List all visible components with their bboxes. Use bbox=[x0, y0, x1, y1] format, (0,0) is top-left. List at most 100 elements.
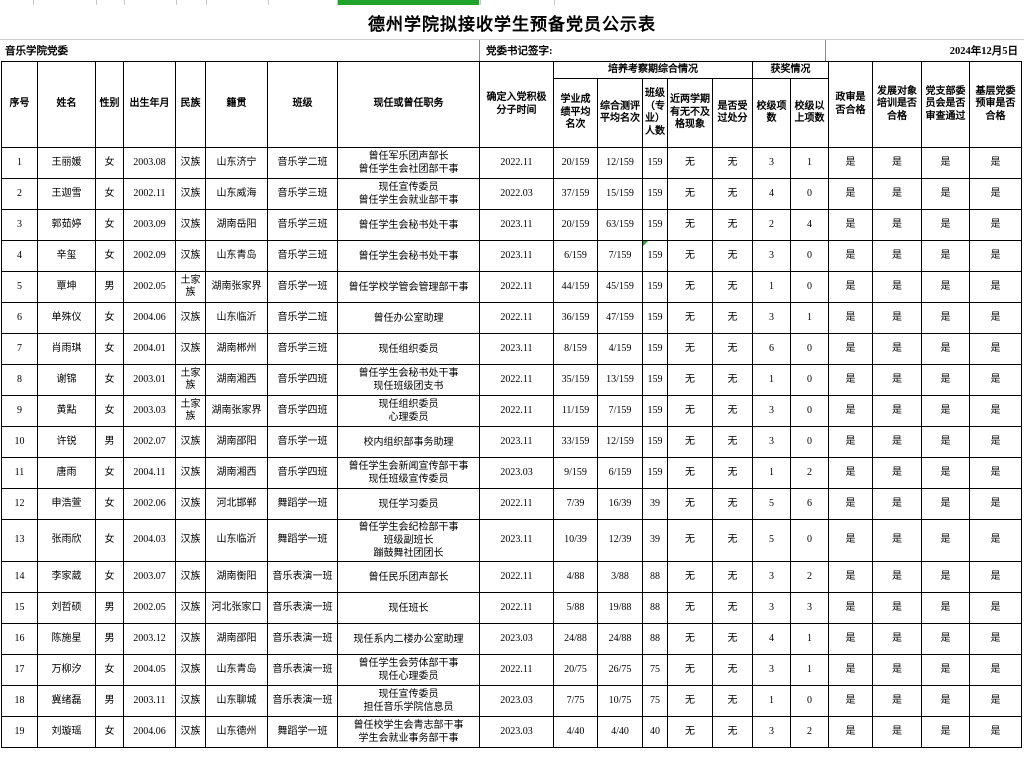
cell-ethnic: 汉族 bbox=[175, 561, 206, 593]
sub-column-header: 近两学期有无不及格现象 bbox=[667, 78, 713, 148]
table-row: 13 张雨欣女 2004.03 汉族 山东临沂 舞蹈学一班 曾任学生会纪检部干事 班级副班长蹦… bbox=[1, 519, 1022, 562]
cell-discipline: 无 bbox=[712, 561, 753, 593]
cell-gender: 女 bbox=[95, 395, 124, 427]
cell-training: 是 bbox=[872, 519, 922, 562]
cell-size: 159 bbox=[642, 240, 668, 272]
cell-discipline: 无 bbox=[712, 592, 753, 624]
page-title: 德州学院拟接收学生预备党员公示表 bbox=[368, 15, 656, 34]
cell-ethnic: 汉族 bbox=[175, 519, 206, 562]
cell-discipline: 无 bbox=[712, 519, 753, 562]
cell-no: 14 bbox=[1, 561, 38, 593]
cell-position: 现任班长 bbox=[337, 592, 480, 624]
cell-training: 是 bbox=[872, 395, 922, 427]
cell-no: 19 bbox=[1, 716, 38, 748]
cell-awards_school: 4 bbox=[752, 178, 791, 210]
cell-fail: 无 bbox=[667, 685, 713, 717]
cell-pretrial: 是 bbox=[969, 178, 1022, 210]
cell-discipline: 无 bbox=[712, 240, 753, 272]
cell-academic: 11/159 bbox=[553, 395, 598, 427]
column-header: 班级 bbox=[267, 61, 338, 148]
cell-name: 唐雨 bbox=[37, 457, 96, 489]
cell-confirm: 2022.11 bbox=[479, 561, 554, 593]
cell-discipline: 无 bbox=[712, 333, 753, 365]
cell-name: 许锐 bbox=[37, 426, 96, 458]
position-line: 现任宣传委员 bbox=[378, 182, 439, 193]
cell-branch: 是 bbox=[921, 685, 970, 717]
cell-awards_school: 2 bbox=[752, 209, 791, 241]
cell-ethnic: 汉族 bbox=[175, 488, 206, 520]
cell-birth: 2004.01 bbox=[123, 333, 176, 365]
cell-political: 是 bbox=[828, 395, 873, 427]
cell-gender: 女 bbox=[95, 488, 124, 520]
cell-origin: 湖南郴州 bbox=[205, 333, 268, 365]
group-header-awards: 获奖情况 bbox=[752, 61, 829, 79]
position-line: 曾任学生会纪检部干事 bbox=[358, 522, 459, 533]
cell-pretrial: 是 bbox=[969, 592, 1022, 624]
cell-name: 单殊仪 bbox=[37, 302, 96, 334]
cell-pretrial: 是 bbox=[969, 333, 1022, 365]
cell-political: 是 bbox=[828, 457, 873, 489]
org-label: 音乐学院党委 bbox=[5, 46, 68, 57]
cell-clazz: 音乐学一班 bbox=[267, 426, 338, 458]
cell-clazz: 音乐学四班 bbox=[267, 364, 338, 396]
table-row: 17 万柳汐女 2004.05 汉族 山东青岛 音乐表演一班 曾任学生会劳体部干事 现任心理委… bbox=[1, 654, 1022, 686]
cell-branch: 是 bbox=[921, 488, 970, 520]
cell-ethnic: 汉族 bbox=[175, 240, 206, 272]
cell-awards_school: 3 bbox=[752, 561, 791, 593]
cell-comprehensive: 3/88 bbox=[597, 561, 643, 593]
table-row: 12 申浩萱女 2002.06 汉族 河北邯郸 舞蹈学一班 现任学习委员 2022.11 7/3… bbox=[1, 488, 1022, 520]
cell-political: 是 bbox=[828, 364, 873, 396]
cell-ethnic: 汉族 bbox=[175, 178, 206, 210]
cell-training: 是 bbox=[872, 147, 922, 179]
cell-awards_school: 1 bbox=[752, 271, 791, 303]
cell-fail: 无 bbox=[667, 488, 713, 520]
cell-size: 159 bbox=[642, 302, 668, 334]
cell-gender: 男 bbox=[95, 271, 124, 303]
cell-branch: 是 bbox=[921, 271, 970, 303]
cell-no: 4 bbox=[1, 240, 38, 272]
cell-discipline: 无 bbox=[712, 654, 753, 686]
roster-table: 序号 姓名 性别 出生年月 民族 籍贯 班级 现任或曾任职务 确定入党积极分子时间 培养考察期综合… bbox=[1, 61, 1022, 748]
cell-awards_school: 3 bbox=[752, 395, 791, 427]
cell-size: 39 bbox=[642, 519, 668, 562]
cell-position: 曾任学生会秘书处干事 bbox=[337, 209, 480, 241]
cell-discipline: 无 bbox=[712, 178, 753, 210]
cell-no: 12 bbox=[1, 488, 38, 520]
cell-clazz: 音乐学三班 bbox=[267, 333, 338, 365]
position-line: 现任心理委员 bbox=[378, 671, 439, 682]
cell-discipline: 无 bbox=[712, 623, 753, 655]
table-row: 15 刘哲硕男 2002.05 汉族 河北张家口 音乐表演一班 现任班长 2022.11 5/8… bbox=[1, 592, 1022, 624]
cell-fail: 无 bbox=[667, 364, 713, 396]
cell-birth: 2003.07 bbox=[123, 561, 176, 593]
position-line: 曾任学生会新闻宣传部干事 bbox=[348, 461, 469, 472]
cell-political: 是 bbox=[828, 147, 873, 179]
cell-fail: 无 bbox=[667, 623, 713, 655]
cell-awards_school: 6 bbox=[752, 333, 791, 365]
cell-birth: 2002.11 bbox=[123, 178, 176, 210]
cell-confirm: 2022.11 bbox=[479, 654, 554, 686]
cell-branch: 是 bbox=[921, 716, 970, 748]
cell-confirm: 2023.03 bbox=[479, 457, 554, 489]
cell-gender: 男 bbox=[95, 623, 124, 655]
cell-position: 曾任军乐团声部长 曾任学生会社团部干事 bbox=[337, 147, 480, 179]
cell-academic: 20/159 bbox=[553, 209, 598, 241]
cell-clazz: 音乐学二班 bbox=[267, 302, 338, 334]
cell-confirm: 2022.11 bbox=[479, 271, 554, 303]
cell-comprehensive: 24/88 bbox=[597, 623, 643, 655]
cell-awards_above: 1 bbox=[790, 623, 829, 655]
cell-origin: 湖南岳阳 bbox=[205, 209, 268, 241]
cell-confirm: 2023.03 bbox=[479, 685, 554, 717]
table-row: 6 单殊仪女 2004.06 汉族 山东临沂 音乐学二班 曾任办公室助理 2022.11 36/… bbox=[1, 302, 1022, 334]
position-line: 曾任军乐团声部长 bbox=[368, 151, 449, 162]
table-header: 序号 姓名 性别 出生年月 民族 籍贯 班级 现任或曾任职务 确定入党积极分子时间 培养考察期综合… bbox=[1, 61, 1022, 148]
cell-awards_above: 0 bbox=[790, 364, 829, 396]
cell-no: 18 bbox=[1, 685, 38, 717]
cell-academic: 7/39 bbox=[553, 488, 598, 520]
cell-comprehensive: 26/75 bbox=[597, 654, 643, 686]
cell-training: 是 bbox=[872, 209, 922, 241]
cell-awards_above: 0 bbox=[790, 240, 829, 272]
cell-academic: 20/159 bbox=[553, 147, 598, 179]
cell-comprehensive: 7/159 bbox=[597, 395, 643, 427]
cell-no: 3 bbox=[1, 209, 38, 241]
cell-comprehensive: 4/159 bbox=[597, 333, 643, 365]
